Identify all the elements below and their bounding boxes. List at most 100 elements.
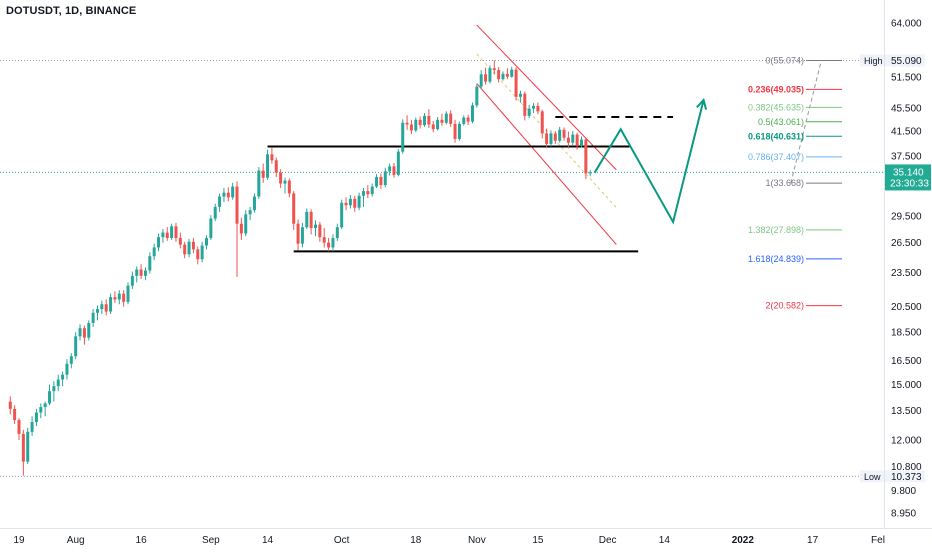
last-price-value: 35.140 <box>893 167 924 178</box>
candle <box>588 169 592 177</box>
candle <box>518 90 522 103</box>
candle <box>383 167 387 188</box>
candle <box>274 157 278 178</box>
candle <box>130 271 134 290</box>
candle-body <box>287 180 291 194</box>
candle-body <box>444 113 448 123</box>
candle-body <box>366 191 370 195</box>
candle-body <box>584 139 588 174</box>
candle <box>30 416 34 436</box>
candle <box>283 177 287 194</box>
candle <box>135 266 139 283</box>
candle-body <box>17 420 21 434</box>
candle <box>405 115 409 130</box>
candle-body <box>21 433 25 462</box>
candle-body <box>427 115 431 125</box>
candle-body <box>588 172 592 174</box>
price-axis-tick-label: 51.500 <box>891 73 922 84</box>
high-marker-label: High <box>864 56 883 66</box>
candle <box>540 109 544 139</box>
candle <box>165 227 169 241</box>
candle <box>514 67 518 101</box>
candle <box>444 111 448 125</box>
candle <box>39 403 43 419</box>
projection-path[interactable] <box>593 97 708 225</box>
fib-level-label: 0.786(37.407) <box>748 152 804 162</box>
projection-zigzag[interactable] <box>593 99 705 225</box>
candle-body <box>209 218 213 239</box>
candle <box>13 405 17 424</box>
candle <box>43 401 47 417</box>
low-marker: Low 10.373 <box>860 470 925 483</box>
candle <box>95 305 99 321</box>
candle-body <box>505 73 509 77</box>
candle <box>357 192 361 211</box>
candle <box>492 60 496 75</box>
drawings-layer <box>0 24 884 477</box>
candle-body <box>117 293 121 300</box>
candle-body <box>514 69 518 97</box>
candle-body <box>222 192 226 197</box>
candle <box>457 121 461 141</box>
candle <box>353 195 357 212</box>
candle <box>314 220 318 237</box>
candle-body <box>91 312 95 323</box>
high-marker-value-bg <box>885 54 925 67</box>
chart-title: DOTUSDT, 1D, BINANCE <box>6 5 137 17</box>
candle-body <box>43 403 47 408</box>
channel-lower-line[interactable] <box>476 83 617 245</box>
candle-body <box>244 214 248 234</box>
candle-body <box>183 244 187 255</box>
candle <box>21 429 25 476</box>
fibonacci-extension[interactable]: 0(55.074) 0.236(49.035) 0.382(45.635) 0.5(4… <box>748 56 842 311</box>
candle-body <box>453 123 457 139</box>
candle <box>248 206 252 221</box>
candle <box>440 113 444 126</box>
candle <box>239 217 243 240</box>
price-axis-tick-label: 37.500 <box>891 152 922 163</box>
candle-body <box>549 133 553 144</box>
price-axis-tick-label: 26.500 <box>891 238 922 249</box>
candle <box>244 210 248 237</box>
candle-body <box>462 117 466 124</box>
fib-level-label: 2(20.582) <box>765 301 804 311</box>
candle-body <box>449 113 453 124</box>
candle-body <box>479 74 483 87</box>
candle <box>69 353 73 369</box>
candle <box>218 193 222 212</box>
candle-body <box>100 304 104 310</box>
candle <box>331 234 335 252</box>
candle <box>56 374 60 392</box>
candle <box>562 127 566 141</box>
candle-body <box>13 408 17 421</box>
candle-body <box>327 242 331 248</box>
time-axis[interactable]: 19 Aug 16 Sep 14 Oct 18 Nov 15 Dec 14 2022 17 Fel <box>13 535 885 546</box>
candle <box>26 427 30 464</box>
candle-body <box>191 241 195 250</box>
candle-body <box>532 105 536 109</box>
time-axis-tick-label: Fel <box>871 535 885 546</box>
candle-body <box>353 198 357 208</box>
candle-body <box>283 180 287 184</box>
candle <box>191 238 195 254</box>
candle <box>523 91 527 121</box>
fib-level-label: 0.236(49.035) <box>748 84 804 94</box>
candle-body <box>396 151 400 175</box>
candle-body <box>566 137 570 143</box>
fib-level-label: 1.618(24.839) <box>748 254 804 264</box>
candle-body <box>440 119 444 123</box>
low-marker-label-bg <box>860 470 884 483</box>
candle-body <box>314 224 318 229</box>
candle-body <box>344 202 348 206</box>
candle-body <box>109 297 113 312</box>
candle <box>475 83 479 108</box>
price-axis-tick-label: 8.950 <box>891 509 916 520</box>
candle-body <box>370 186 374 195</box>
candle <box>183 241 187 259</box>
candle-body <box>340 202 344 228</box>
candle <box>235 181 239 277</box>
candle <box>91 309 95 327</box>
